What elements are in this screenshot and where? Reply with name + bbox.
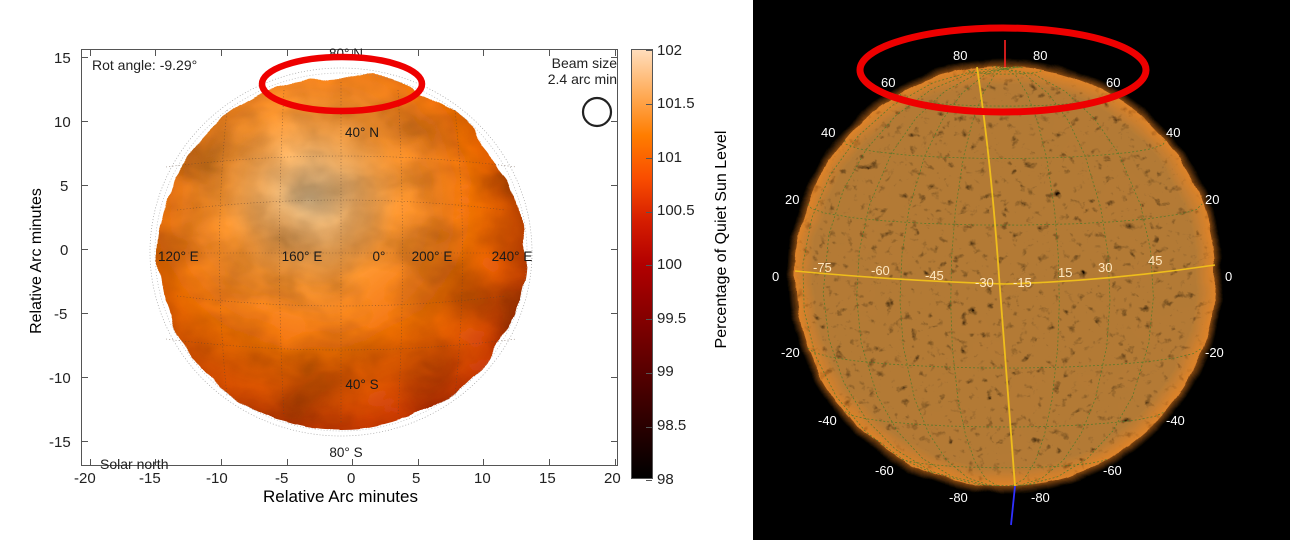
svg-text:80° S: 80° S [329,445,362,460]
svg-text:40° S: 40° S [345,377,378,392]
svg-text:160° E: 160° E [282,249,323,264]
svg-text:200° E: 200° E [412,249,453,264]
svg-text:240° E: 240° E [492,249,533,264]
svg-text:0°: 0° [373,249,386,264]
svg-text:120° E: 120° E [158,249,199,264]
